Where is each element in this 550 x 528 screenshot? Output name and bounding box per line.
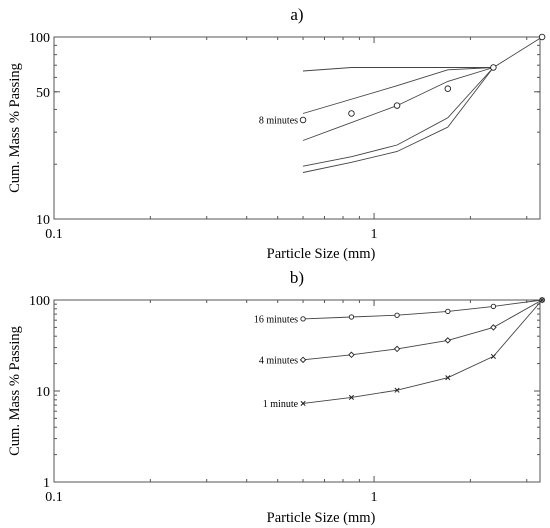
panel-a-label: a) [290, 5, 303, 24]
panel-a-series-2-line [302, 67, 494, 141]
panel-b-series-2-point [539, 297, 545, 303]
panel-a-x-axis-title: Particle Size (mm) [267, 246, 376, 262]
panel-a-y-tick-label: 10 [36, 213, 50, 228]
panel-b-series-0-point [300, 316, 306, 322]
panel-b-series-2-point [394, 387, 400, 393]
panel-a-y-tick-label: 100 [29, 31, 50, 46]
panel-b-series-1-line [302, 299, 543, 361]
panel-a-series-4-line [302, 67, 494, 173]
panel-b-series-0-point [490, 303, 497, 310]
panel-a-series-annotation: 8 minutes [259, 115, 298, 126]
panel-b-y-tick-label: 1 [43, 476, 50, 491]
panel-b-y-tick-label: 10 [36, 385, 50, 400]
panel-a-x-tick-label: 0.1 [45, 227, 63, 242]
panel-a-series-0-line [302, 67, 494, 72]
panel-b-series-0-point [394, 312, 400, 318]
panel-a-series-5-point [538, 33, 546, 41]
panel-b-x-axis-title: Particle Size (mm) [267, 510, 376, 526]
panel-a-series-1-line [302, 36, 543, 114]
panel-b-y-axis-title: Cum. Mass % Passing [7, 326, 23, 456]
panel-a-series-3-line [302, 67, 494, 167]
panel-b-series-2-point [445, 375, 451, 381]
panel-b-series-1-point [490, 324, 497, 331]
panel-b-y-tick-label: 100 [29, 294, 50, 309]
panel-a-plot-frame [53, 36, 541, 220]
panel-b-series-1-point [393, 345, 401, 353]
panel-b-series-2-point [490, 353, 496, 359]
panel-b-series-1-point [444, 337, 452, 344]
panel-b-x-tick-label: 0.1 [45, 490, 63, 505]
panel-b-series-annotation: 4 minutes [259, 355, 298, 366]
panel-b-series-1-point [348, 351, 355, 359]
panel-b-series-2-point [300, 400, 306, 406]
panel-a-y-tick-label: 50 [36, 86, 50, 101]
panel-b-series-annotation: 16 minutes [254, 314, 298, 325]
panel-a-series-5-point [299, 116, 307, 124]
panel-a-series-5-point [393, 102, 401, 109]
panel-a-series-5-point [348, 110, 355, 117]
panel-b-series-annotation: 1 minute [263, 399, 299, 410]
panel-b-series-0-line [302, 299, 543, 320]
panel-a-x-tick-label: 1 [371, 227, 378, 242]
panel-b-series-0-point [445, 308, 451, 315]
panel-a-y-axis-title: Cum. Mass % Passing [7, 63, 23, 193]
panel-b-series-2-line [302, 299, 543, 404]
panel-b-series-1-point [299, 356, 307, 364]
panel-a-series-5-point [444, 85, 452, 92]
panel-b-plot-frame [53, 299, 541, 483]
panel-a-series-5-point [490, 64, 497, 71]
panel-b-series-2-point [348, 394, 355, 400]
panel-b-series-0-point [348, 314, 355, 320]
panel-a-chart: a) 0.1 1 10 50 100 Particle Size (mm) Cum. Mass… [7, 5, 546, 262]
panel-b-x-tick-label: 1 [371, 490, 378, 505]
panel-b-label: b) [290, 268, 304, 287]
